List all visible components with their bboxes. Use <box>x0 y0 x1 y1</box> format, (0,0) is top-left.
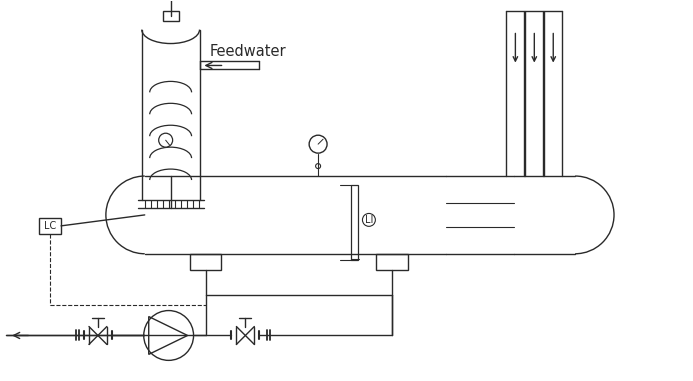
Text: LI: LI <box>365 215 373 225</box>
Bar <box>163 11 179 21</box>
Bar <box>351 185 358 260</box>
Bar <box>376 254 407 270</box>
Text: Feedwater: Feedwater <box>209 44 286 59</box>
Bar <box>190 254 222 270</box>
Circle shape <box>315 163 321 168</box>
Text: LC: LC <box>44 221 56 231</box>
Circle shape <box>159 133 173 147</box>
Circle shape <box>309 135 327 153</box>
Circle shape <box>143 311 193 360</box>
Bar <box>39 218 61 234</box>
